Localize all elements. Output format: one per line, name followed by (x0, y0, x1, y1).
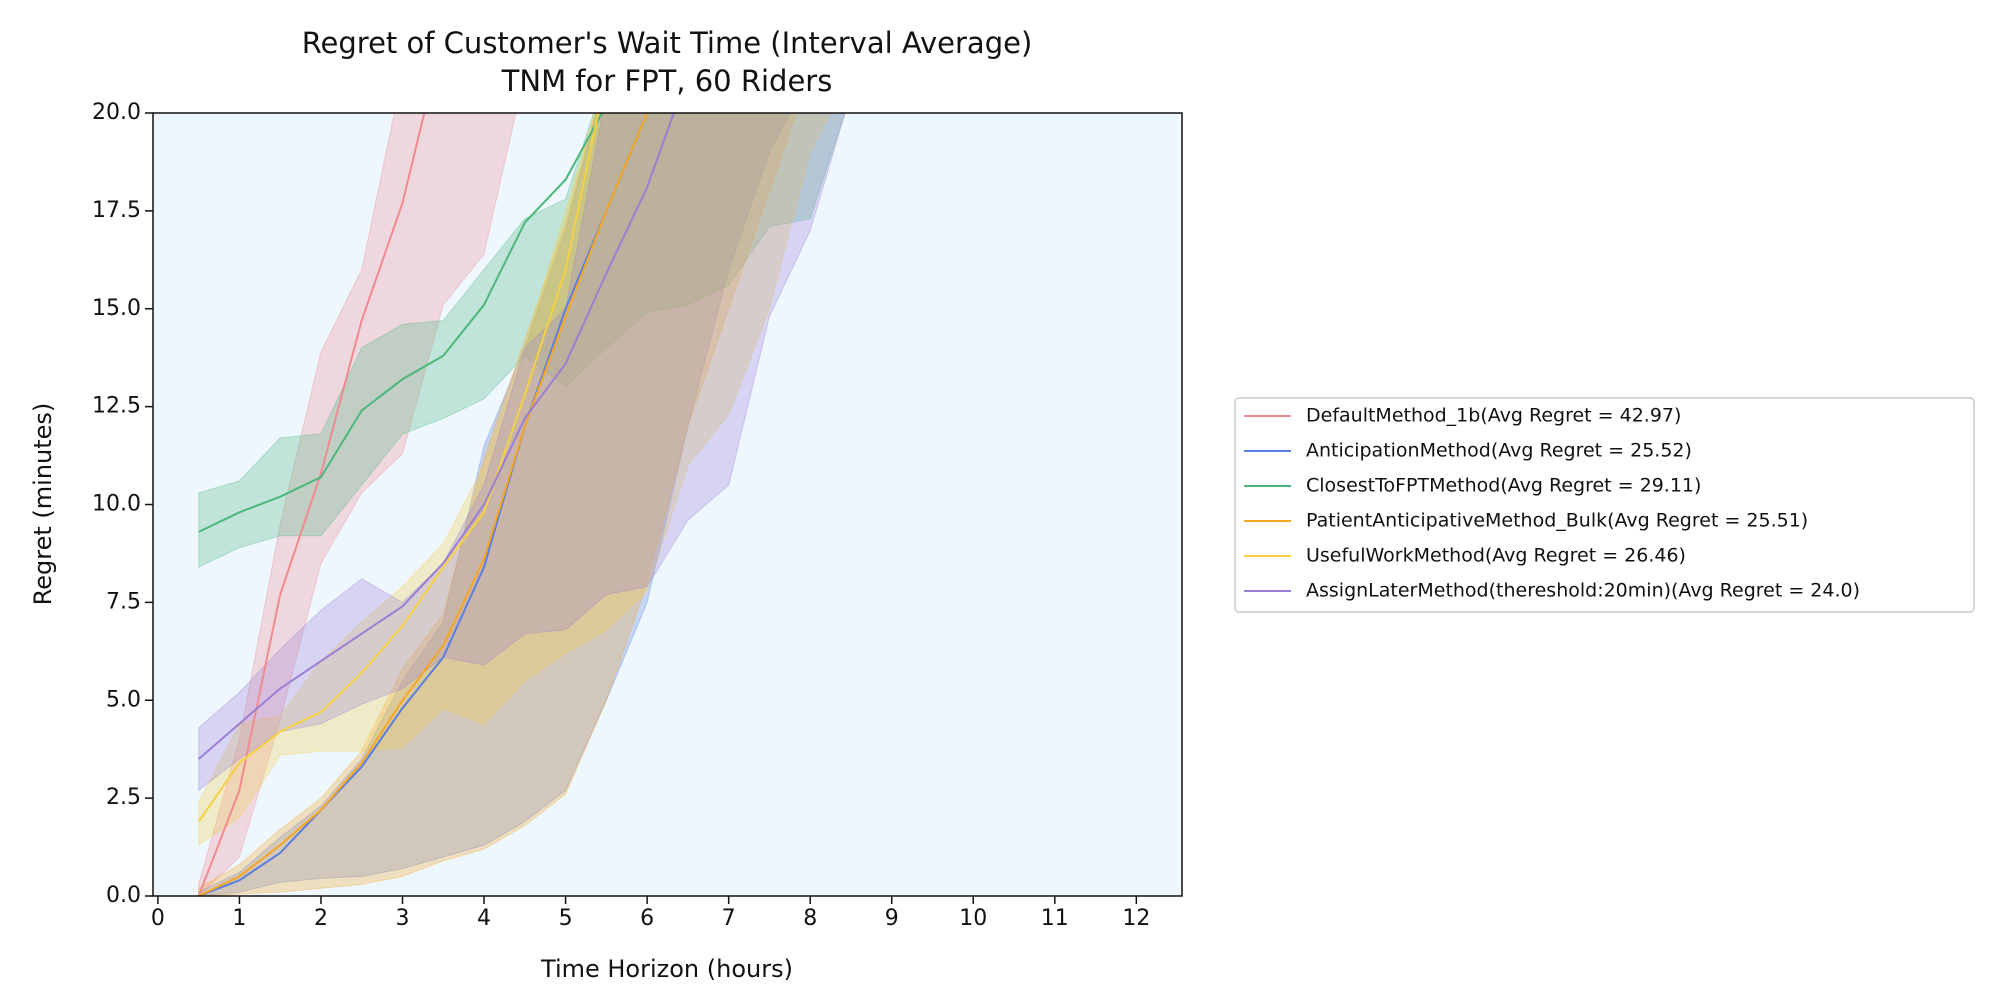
x-tick-label: 1 (232, 906, 246, 931)
y-axis-label: Regret (minutes) (29, 403, 57, 606)
x-tick-label: 10 (959, 906, 987, 931)
series-line (198, 113, 675, 760)
y-tick-label: 7.5 (106, 589, 141, 614)
x-tick-label: 8 (803, 906, 817, 931)
legend-box (1234, 397, 1975, 613)
bands (198, 113, 846, 896)
y-tick-label: 5.0 (106, 687, 141, 712)
series-line (197, 113, 426, 896)
y-tick-label: 20.0 (92, 100, 141, 125)
y-tick-label: 12.5 (92, 394, 141, 419)
plot-background (153, 113, 1182, 896)
x-tick-label: 12 (1122, 906, 1150, 931)
legend-label: AssignLaterMethod(thereshold:20min)(Avg … (1306, 580, 1860, 602)
y-tick-label: 17.5 (92, 198, 141, 223)
x-tick-label: 9 (885, 906, 899, 931)
x-axis-label: Time Horizon (hours) (540, 955, 793, 983)
x-tick-label: 11 (1041, 906, 1069, 931)
legend-label: DefaultMethod_1b(Avg Regret = 42.97) (1306, 405, 1681, 427)
y-tick-label: 2.5 (106, 785, 141, 810)
series-line (198, 113, 649, 896)
x-tick-label: 6 (640, 906, 654, 931)
confidence-band (198, 113, 517, 896)
legend: DefaultMethod_1b(Avg Regret = 42.97) Anti… (1244, 405, 1860, 602)
legend-label: UsefulWorkMethod(Avg Regret = 26.46) (1306, 545, 1686, 567)
y-tick-label: 0.0 (106, 883, 141, 908)
lines (197, 113, 675, 896)
legend-label: ClosestToFPTMethod(Avg Regret = 29.11) (1306, 475, 1701, 497)
chart-subtitle: TNM for FPT, 60 Riders (501, 64, 833, 98)
x-tick-label: 3 (396, 906, 410, 931)
x-tick-label: 7 (722, 906, 736, 931)
confidence-band (198, 113, 846, 568)
y-tick-label: 10.0 (92, 492, 141, 517)
x-tick-label: 5 (559, 906, 573, 931)
x-tick-label: 0 (151, 906, 165, 931)
legend-label: AnticipationMethod(Avg Regret = 25.52) (1306, 440, 1692, 462)
axes: 0 1 2 3 4 5 6 7 8 9 10 11 120.02.55.07.510.012.515.0… (92, 100, 1150, 931)
chart-title: Regret of Customer's Wait Time (Interval… (302, 26, 1033, 60)
x-tick-label: 2 (314, 906, 328, 931)
series-line (198, 113, 604, 533)
legend-label: PatientAnticipativeMethod_Bulk(Avg Regre… (1306, 510, 1808, 532)
confidence-band (198, 113, 791, 896)
y-tick-label: 15.0 (92, 296, 141, 321)
confidence-band (198, 113, 798, 896)
confidence-band (198, 113, 832, 847)
series-line (197, 113, 600, 823)
x-tick-label: 4 (477, 906, 491, 931)
